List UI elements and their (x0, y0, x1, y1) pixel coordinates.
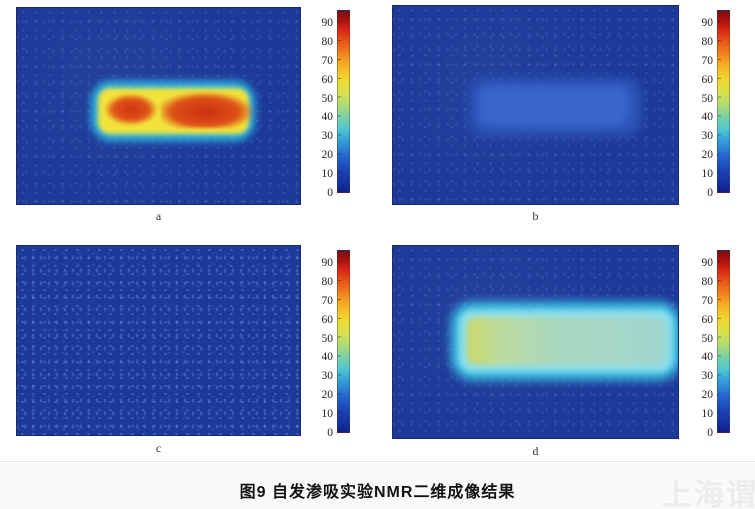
tick-label: 70 (701, 294, 714, 307)
tick-label: 90 (701, 17, 714, 29)
tick-label: 0 (707, 186, 713, 199)
heatmap-panel-d (392, 245, 679, 439)
tick-label: 70 (701, 54, 714, 67)
tick-label: 30 (701, 130, 714, 143)
colorbar-a-tick-labels: 90 80 70 60 50 40 30 20 10 0 (301, 17, 334, 199)
colorbar-b (717, 10, 730, 193)
tick-label: 40 (321, 111, 334, 124)
rod-b-faint-core (479, 86, 629, 126)
panel-d-letter: d (532, 444, 539, 458)
panel-c-letter: c (155, 441, 162, 455)
tick-label: 40 (321, 351, 334, 364)
figure-caption: 图9 自发渗吸实验NMR二维成像结果 (239, 484, 516, 501)
tick-label: 0 (707, 426, 713, 439)
heatmap-panel-b (392, 5, 679, 205)
panel-b-letter: b (532, 209, 539, 223)
caption-strip: 图9 自发渗吸实验NMR二维成像结果 (0, 461, 755, 509)
tick-label: 60 (701, 313, 714, 326)
rod-d-green-core (467, 317, 665, 365)
tick-label: 30 (321, 370, 334, 383)
tick-label: 80 (321, 35, 334, 48)
colorbar-c-tick-labels: 90 80 70 60 50 40 30 20 10 0 (301, 257, 334, 439)
tick-label: 40 (701, 111, 714, 124)
tick-label: 50 (321, 92, 334, 105)
tick-label: 10 (321, 408, 334, 420)
tick-label: 40 (701, 351, 714, 364)
colorbar-d-tickmarks (718, 251, 721, 432)
rod-a-red-zone-right (161, 92, 253, 128)
colorbar-d (717, 250, 730, 433)
tick-label: 90 (701, 257, 714, 269)
tick-label: 30 (321, 130, 334, 143)
colorbar-c-tickmarks (338, 251, 341, 432)
watermark-text: 上海谓载 (662, 479, 755, 509)
heatmap-panel-a (16, 7, 301, 205)
tick-label: 60 (321, 73, 334, 86)
tick-label: 70 (321, 54, 334, 67)
tick-label: 70 (321, 294, 334, 307)
colorbar-a (337, 10, 350, 193)
tick-label: 90 (321, 257, 334, 269)
colorbar-b-tickmarks (718, 11, 721, 192)
heatmap-panel-c (16, 245, 301, 436)
panel-a-letter: a (155, 209, 162, 223)
colorbar-d-tick-labels: 90 80 70 60 50 40 30 20 10 0 (681, 257, 714, 439)
rod-a-red-zone-left (105, 94, 157, 125)
tick-label: 60 (321, 313, 334, 326)
tick-label: 20 (321, 149, 334, 162)
tick-label: 80 (321, 275, 334, 288)
tick-label: 50 (701, 92, 714, 105)
tick-label: 20 (321, 389, 334, 402)
tick-label: 80 (701, 275, 714, 288)
colorbar-a-tickmarks (338, 11, 341, 192)
colorbar-b-tick-labels: 90 80 70 60 50 40 30 20 10 0 (681, 17, 714, 199)
tick-label: 10 (321, 168, 334, 180)
tick-label: 80 (701, 35, 714, 48)
tick-label: 50 (701, 332, 714, 345)
tick-label: 50 (321, 332, 334, 345)
tick-label: 30 (701, 370, 714, 383)
tick-label: 0 (327, 186, 333, 199)
colorbar-c (337, 250, 350, 433)
tick-label: 90 (321, 17, 334, 29)
tick-label: 60 (701, 73, 714, 86)
tick-label: 20 (701, 149, 714, 162)
tick-label: 20 (701, 389, 714, 402)
tick-label: 10 (701, 168, 714, 180)
tick-label: 0 (327, 426, 333, 439)
tick-label: 10 (701, 408, 714, 420)
